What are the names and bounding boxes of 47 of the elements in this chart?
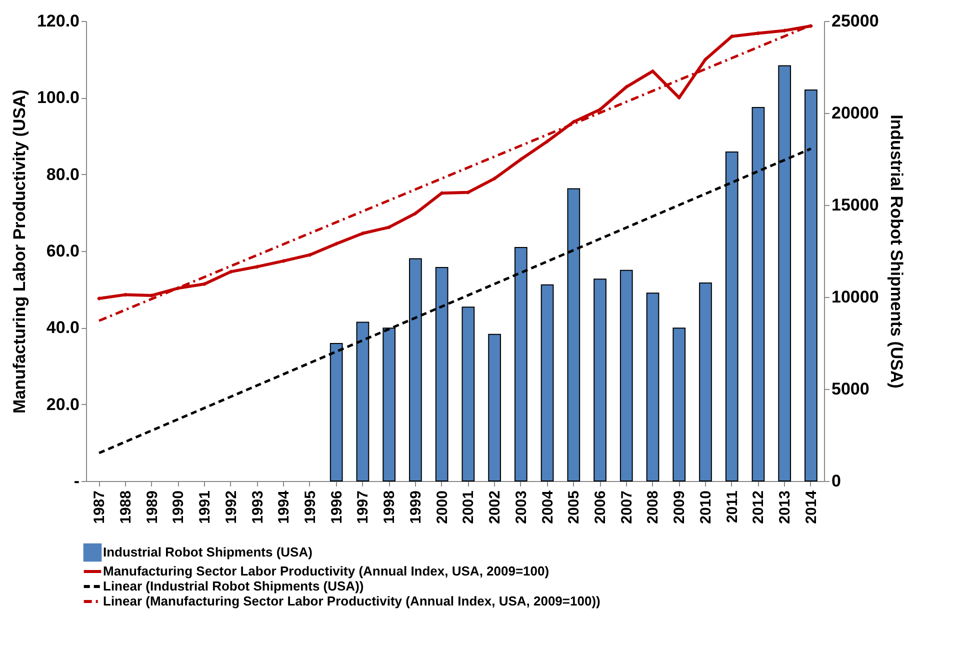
- y2-tick-label: 0: [832, 472, 841, 490]
- x-tick-label: 2004: [539, 490, 556, 524]
- x-tick-label: 1987: [91, 490, 108, 524]
- x-tick-label: 2007: [618, 490, 636, 524]
- x-tick-label: 2014: [802, 490, 820, 524]
- x-tick-label: 2003: [512, 490, 530, 524]
- y-tick-label: 100.0: [36, 88, 80, 108]
- legend-label: Manufacturing Sector Labor Productivity (Annual Index, USA, 2009=100): [103, 564, 550, 578]
- x-tick-label: 1999: [407, 490, 424, 524]
- x-tick-label: 2011: [724, 490, 741, 524]
- x-tick-label: 1997: [354, 490, 372, 524]
- x-tick-label: 1990: [170, 490, 188, 524]
- x-tick-label: 2006: [592, 490, 610, 524]
- y2-tick-label: 25000: [832, 12, 879, 30]
- y2-tick-label: 20000: [832, 104, 879, 122]
- y2-tick-label: 5000: [832, 380, 870, 398]
- y2-tick-label: 10000: [832, 288, 879, 306]
- y-tick-label: -: [74, 472, 80, 490]
- x-tick-label: 2008: [644, 490, 662, 524]
- x-tick-label: 1993: [249, 490, 266, 524]
- x-tick-label: 2010: [697, 490, 714, 524]
- y-tick-label: 20.0: [46, 394, 80, 414]
- x-tick-label: 1988: [117, 490, 134, 524]
- x-tick-label: 1989: [144, 490, 161, 524]
- x-tick-label: 1994: [276, 490, 293, 524]
- y-axis-title: Manufacturing Labor Productivity (USA): [10, 90, 29, 414]
- x-tick-label: 1995: [302, 490, 319, 524]
- y-tick-label: 60.0: [46, 242, 80, 260]
- x-tick-label: 1991: [196, 490, 214, 524]
- legend-label: Linear (Manufacturing Sector Labor Productivity (Annual Index, USA, 2009=100)): [103, 594, 600, 608]
- x-tick-label: 2005: [566, 490, 583, 524]
- legend-label: Linear (Industrial Robot Shipments (USA)): [103, 578, 364, 594]
- y-tick-label: 120.0: [36, 12, 80, 30]
- x-tick-label: 1996: [328, 490, 346, 524]
- x-tick-label: 2002: [486, 490, 504, 524]
- x-tick-label: 2000: [434, 490, 451, 524]
- x-tick-label: 1998: [381, 490, 398, 524]
- x-tick-label: 1992: [222, 490, 240, 524]
- y-tick-label: 40.0: [46, 318, 80, 338]
- x-tick-label: 2012: [750, 490, 768, 524]
- x-tick-label: 2009: [671, 490, 688, 524]
- y-tick-label: 80.0: [46, 164, 80, 184]
- x-tick-label: 2013: [776, 490, 794, 524]
- y2-tick-label: 15000: [832, 196, 879, 214]
- x-tick-label: 2001: [460, 490, 478, 524]
- y2-axis-title: Industrial Robot Shipments (USA): [886, 114, 906, 388]
- legend-label: Industrial Robot Shipments (USA): [103, 544, 312, 560]
